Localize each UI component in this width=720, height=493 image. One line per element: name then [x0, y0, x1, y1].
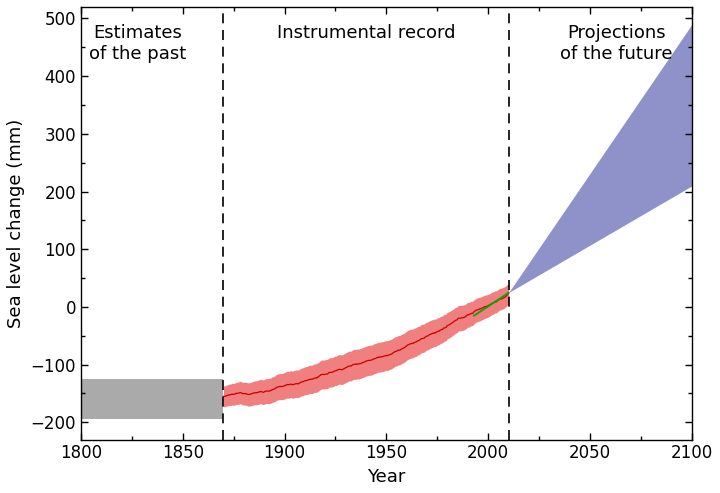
X-axis label: Year: Year: [367, 468, 405, 486]
Y-axis label: Sea level change (mm): Sea level change (mm): [7, 119, 25, 328]
Text: Estimates
of the past: Estimates of the past: [89, 24, 186, 63]
Text: Projections
of the future: Projections of the future: [560, 24, 672, 63]
Text: Instrumental record: Instrumental record: [276, 24, 455, 42]
